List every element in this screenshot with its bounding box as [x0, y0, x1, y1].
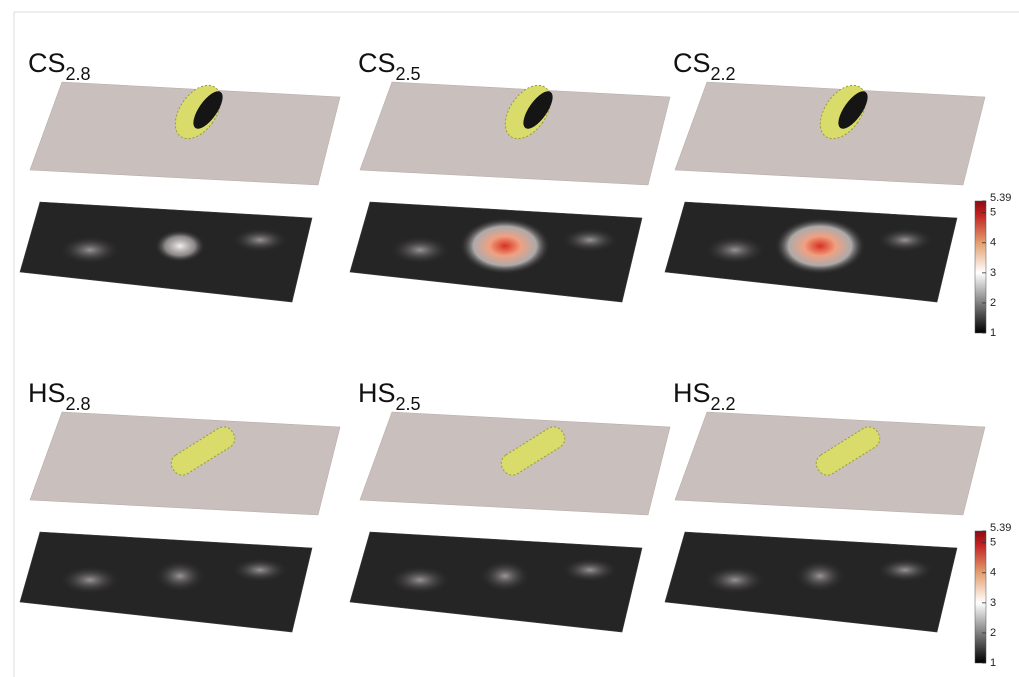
label-main: CS — [673, 48, 711, 78]
heatmap-spot — [877, 558, 933, 582]
panel-label: HS2.8 — [28, 378, 91, 414]
heatmap-spot — [877, 228, 933, 252]
heatmap-spot — [155, 560, 205, 592]
heatmap-spot — [232, 228, 288, 252]
colorbar-tick-label: 2 — [990, 627, 996, 639]
label-main: HS — [673, 378, 711, 408]
colorbar-scale — [975, 201, 986, 333]
panel: CS2.2 — [665, 48, 985, 302]
heatmap-spot — [390, 236, 450, 264]
panel-label: CS2.5 — [358, 48, 421, 84]
colorbar-tick-label: 5.39 — [990, 522, 1011, 534]
panel: HS2.5 — [350, 378, 670, 632]
panel-label: CS2.2 — [673, 48, 736, 84]
colorbar-tick-label: 3 — [990, 597, 996, 609]
panel: CS2.5 — [350, 48, 670, 302]
label-subscript: 2.5 — [396, 394, 421, 414]
panel: HS2.2 — [665, 378, 985, 632]
heatmap-spot — [562, 558, 618, 582]
colorbar: 1 2 3 4 5 5.39 — [975, 522, 1011, 669]
heatmap-spot — [795, 560, 845, 592]
label-main: CS — [28, 48, 66, 78]
label-subscript: 2.8 — [66, 394, 91, 414]
panel-label: HS2.2 — [673, 378, 736, 414]
colorbar-tick-label: 4 — [990, 237, 996, 249]
label-main: HS — [28, 378, 66, 408]
colorbar-tick-label: 1 — [990, 657, 996, 669]
colorbar-scale — [975, 531, 986, 663]
colorbar-tick-label: 1 — [990, 327, 996, 339]
heatmap-spot — [390, 566, 450, 594]
heatmap-spot — [460, 218, 550, 274]
colorbar-tick-label: 4 — [990, 567, 996, 579]
label-main: HS — [358, 378, 396, 408]
colorbar-tick-label: 5 — [990, 207, 996, 219]
label-subscript: 2.2 — [711, 64, 736, 84]
label-main: CS — [358, 48, 396, 78]
panel-label: CS2.8 — [28, 48, 91, 84]
heatmap-spot — [232, 558, 288, 582]
page: {"panels": [ {"label": "CS", "subscript"… — [0, 0, 1019, 677]
colorbar: 1 2 3 4 5 5.39 — [975, 192, 1011, 339]
heatmap-spot — [155, 230, 205, 262]
colorbar-tick-label: 5.39 — [990, 192, 1011, 204]
heatmap-spot — [60, 236, 120, 264]
colorbar-tick-label: 3 — [990, 267, 996, 279]
heatmap-spot — [705, 566, 765, 594]
panel-label: HS2.5 — [358, 378, 421, 414]
heatmap-spot — [705, 236, 765, 264]
figure: CS2.8CS2.5CS2.2HS2.8HS2.5HS2.2123455.391… — [0, 0, 1019, 677]
colorbar-tick-label: 2 — [990, 297, 996, 309]
heatmap-spot — [60, 566, 120, 594]
heatmap-spot — [562, 228, 618, 252]
label-subscript: 2.5 — [396, 64, 421, 84]
colorbar-tick-label: 5 — [990, 537, 996, 549]
label-subscript: 2.8 — [66, 64, 91, 84]
panel: CS2.8 — [20, 48, 340, 302]
heatmap-spot — [775, 218, 865, 274]
panel: HS2.8 — [20, 378, 340, 632]
label-subscript: 2.2 — [711, 394, 736, 414]
heatmap-spot — [480, 560, 530, 592]
